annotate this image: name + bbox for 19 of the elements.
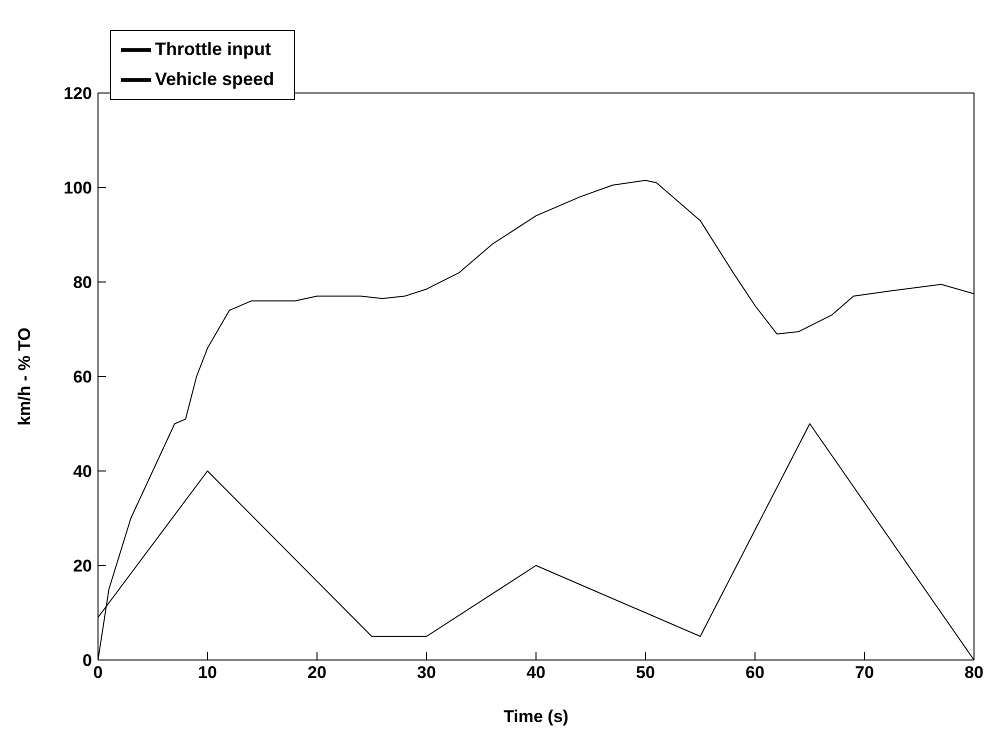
x-tick-label: 60	[746, 663, 764, 682]
y-tick-label: 120	[64, 84, 92, 104]
y-tick-label: 20	[73, 556, 92, 576]
x-axis-title: Time (s)	[504, 707, 568, 726]
legend-label: Vehicle speed	[155, 68, 274, 89]
y-axis-title: km/h - % TO	[15, 328, 34, 426]
x-tick-label: 10	[198, 663, 217, 682]
x-tick-label: 80	[964, 663, 984, 682]
x-tick-label: 20	[308, 663, 326, 682]
x-tick-label: 70	[855, 663, 874, 682]
x-tick-label: 30	[417, 663, 436, 682]
y-tick-label: 80	[73, 273, 92, 292]
x-tick-label: 40	[526, 663, 546, 682]
y-tick-label: 60	[73, 368, 92, 387]
y-tick-label: 100	[64, 178, 92, 198]
y-tick-label: 0	[82, 651, 92, 670]
legend-label: Throttle input	[155, 38, 271, 59]
y-tick-label: 40	[73, 462, 92, 482]
x-tick-label: 50	[636, 663, 655, 682]
